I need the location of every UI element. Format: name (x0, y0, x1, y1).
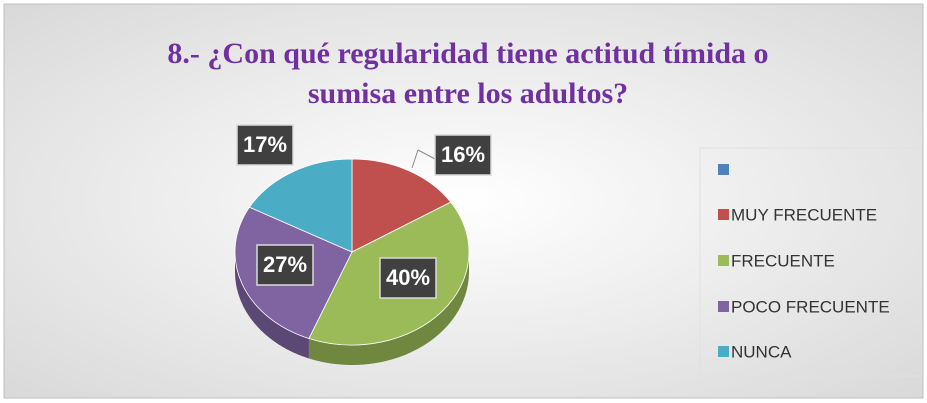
data-label-box (379, 257, 437, 299)
data-label: 27% (263, 252, 307, 277)
data-label-box (434, 134, 492, 176)
legend-swatch (718, 164, 729, 175)
legend-swatch (718, 255, 729, 266)
chart-title: sumisa entre los adultos? (308, 77, 628, 110)
data-label: 16% (441, 142, 485, 167)
data-label-box (236, 124, 294, 166)
pie-slice-side (235, 252, 309, 359)
leader-line (411, 149, 419, 169)
legend-label: FRECUENTE (731, 251, 835, 270)
chart-background (3, 3, 924, 399)
legend-swatch (718, 301, 729, 312)
legend-label: NUNCA (731, 342, 792, 361)
leader-line (417, 149, 438, 161)
legend-label: MUY FRECUENTE (731, 205, 877, 224)
pie-slice-side (308, 252, 470, 365)
legend-swatch (718, 209, 729, 220)
chart-title: 8.- ¿Con qué regularidad tiene actitud t… (167, 37, 768, 70)
legend-label: POCO FRECUENTE (731, 297, 890, 316)
legend-box (699, 147, 923, 377)
data-label-box (256, 244, 314, 286)
pie-slice (248, 158, 353, 253)
data-label: 17% (243, 132, 287, 157)
legend-swatch (718, 346, 729, 357)
pie-slice (351, 158, 452, 253)
data-label: 40% (386, 265, 430, 290)
